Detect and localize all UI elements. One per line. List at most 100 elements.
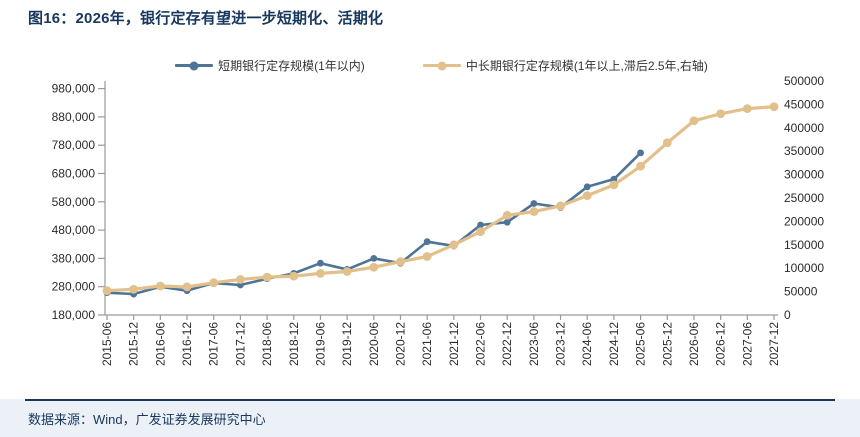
right-tick-label: 300000 [784,168,824,182]
series-medium-long-point [236,275,245,284]
x-tick-label: 2025-06 [634,322,648,366]
series-medium-long-point [396,257,405,267]
x-tick-label: 2020-12 [393,322,407,366]
x-tick-label: 2023-06 [527,322,541,366]
left-tick-label: 380,000 [52,251,96,265]
series-medium-long-point [102,286,112,296]
series-medium-long-point [316,268,325,278]
legend-item-short-term: 短期银行定存规模(1年以内) [175,57,365,74]
x-tick-label: 2024-06 [580,322,594,366]
series-medium-long-point [289,271,299,281]
right-tick-label: 200000 [784,214,824,228]
right-tick-label: 50000 [784,285,818,299]
series-medium-long-point [502,210,512,220]
x-tick-label: 2026-06 [687,322,701,366]
left-tick-label: 180,000 [52,308,96,322]
x-tick-label: 2016-12 [180,322,194,366]
legend-label-medium-long: 中长期银行定存规模(1年以上,滞后2.5年,右轴) [465,59,708,73]
legend-label-short-term: 短期银行定存规模(1年以内) [218,59,365,73]
right-tick-label: 0 [784,308,791,322]
x-tick-label: 2020-06 [367,322,381,366]
x-tick-label: 2022-06 [474,322,488,366]
series-medium-long-point [582,191,592,201]
series-short-term-line [105,151,642,296]
x-tick-label: 2019-06 [313,322,327,366]
legend-item-medium-long: 中长期银行定存规模(1年以上,滞后2.5年,右轴) [422,57,708,74]
series-short-term-point [317,259,324,267]
series-medium-long [102,102,779,296]
left-tick-label: 280,000 [52,280,96,294]
series-medium-long-point [449,240,459,250]
x-tick-label: 2018-06 [260,322,274,366]
x-tick-label: 2017-06 [207,322,221,366]
line-marker-icon [422,61,461,70]
left-tick-label: 680,000 [52,167,96,181]
series-medium-long-point [769,102,779,112]
series-medium-long-point [209,278,219,288]
series-short-term-point [530,200,538,207]
right-tick-label: 100000 [784,261,824,275]
series-medium-long-point [529,207,539,216]
left-tick-label: 780,000 [52,138,96,152]
left-tick-label: 980,000 [52,82,96,96]
series-medium-long-point [342,267,352,276]
x-tick-label: 2021-12 [447,322,461,366]
series-short-term-point [370,255,378,262]
x-tick-label: 2022-12 [500,322,514,366]
x-tick-label: 2027-06 [740,322,754,366]
left-tick-label: 880,000 [52,110,96,124]
series-short-term-point [583,183,591,191]
source-text: 数据来源：Wind，广发证券发展研究中心 [28,412,266,427]
series-medium-long-point [262,272,272,282]
series-medium-long-point [369,262,379,272]
right-tick-label: 500000 [784,74,824,88]
series-medium-long-point [129,284,139,294]
series-medium-long-point [662,138,672,148]
x-tick-label: 2019-12 [340,322,354,366]
right-tick-label: 400000 [784,121,824,135]
x-axis-ticks: 2015-06 2015-12 2016-06 2016-12 2017-06 2017-… [100,315,781,366]
right-tick-label: 450000 [784,97,824,111]
x-tick-label: 2024-12 [607,322,621,366]
series-medium-long-point [422,252,432,261]
x-tick-label: 2015-12 [127,322,141,366]
series-short-term [103,149,644,298]
source-footer: 数据来源：Wind，广发证券发展研究中心 [0,399,860,437]
series-medium-long-point [742,104,752,114]
line-marker-icon [175,61,214,70]
series-medium-long-point [556,201,565,211]
x-tick-label: 2023-12 [554,322,568,366]
series-medium-long-point [155,281,165,291]
x-tick-label: 2026-12 [714,322,728,366]
left-tick-label: 480,000 [52,223,96,237]
x-tick-label: 2015-06 [100,322,114,366]
x-tick-label: 2021-06 [420,322,434,366]
x-tick-label: 2025-12 [660,322,674,366]
right-tick-label: 150000 [784,238,824,252]
circle-marker-icon [437,61,447,70]
series-medium-long-point [609,180,619,190]
series-medium-long-point [636,161,645,171]
series-short-term-point [503,218,511,226]
left-axis-ticks: 980,000 880,000 780,000 680,000 580,000 480,0… [52,82,105,322]
line-chart: 980,000 880,000 780,000 680,000 580,000 480,0… [52,74,825,366]
series-medium-long-point [716,109,726,119]
series-medium-long-point [476,227,485,237]
x-tick-label: 2027-12 [767,322,781,366]
series-medium-long-line [105,105,776,293]
chart-legend: 短期银行定存规模(1年以内) 中长期银行定存规模(1年以上,滞后2.5年,右轴) [105,57,778,74]
series-short-term-point [477,221,484,229]
x-tick-label: 2018-12 [287,322,301,366]
left-tick-label: 580,000 [52,195,96,209]
x-tick-label: 2017-12 [233,322,247,366]
footer-divider [25,399,835,401]
right-axis-ticks: 5000004500004000003500003000002500002000… [784,74,824,322]
series-short-term-point [423,238,431,246]
right-tick-label: 350000 [784,144,824,158]
series-medium-long-point [182,282,192,292]
series-short-term-point [637,149,644,157]
series-medium-long-point [689,116,699,126]
circle-marker-icon [189,61,199,70]
figure-title: 图16：2026年，银行定存有望进一步短期化、活期化 [28,10,384,27]
